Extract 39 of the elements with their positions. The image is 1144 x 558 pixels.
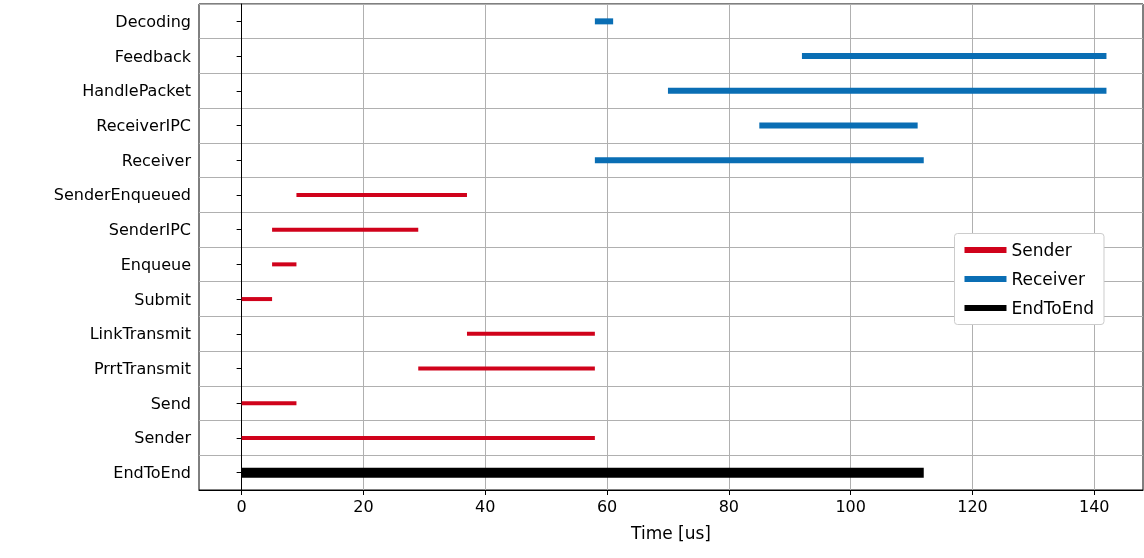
y-tick-label: LinkTransmit bbox=[89, 324, 191, 344]
y-tick-label: EndToEnd bbox=[113, 463, 191, 483]
y-tick-label: Sender bbox=[134, 428, 192, 448]
bar bbox=[801, 53, 1107, 60]
x-tick-label: 0 bbox=[236, 496, 247, 516]
bar bbox=[241, 297, 273, 302]
x-tick-label: 20 bbox=[353, 496, 374, 516]
y-tick-label: ReceiverIPC bbox=[96, 116, 191, 135]
bar bbox=[594, 18, 614, 25]
x-tick-label: 120 bbox=[957, 496, 988, 516]
bar bbox=[296, 192, 467, 197]
y-tick-label: SenderEnqueued bbox=[53, 185, 191, 205]
bar bbox=[272, 227, 419, 232]
x-tick-label: 60 bbox=[596, 496, 618, 516]
y-tick-label: Send bbox=[150, 393, 191, 413]
legend-label: EndToEnd bbox=[1011, 298, 1095, 318]
bar bbox=[272, 262, 297, 267]
y-tick-label: Feedback bbox=[114, 46, 192, 66]
bar bbox=[667, 87, 1107, 94]
legend-label: Sender bbox=[1011, 240, 1072, 260]
y-tick-label: Decoding bbox=[115, 11, 191, 31]
x-tick-label: 100 bbox=[835, 496, 866, 516]
y-tick-label: HandlePacket bbox=[82, 81, 191, 101]
bar bbox=[594, 157, 924, 164]
bar bbox=[418, 366, 595, 371]
x-tick-label: 80 bbox=[718, 496, 740, 516]
bar bbox=[241, 401, 297, 406]
y-tick-label: PrrtTransmit bbox=[93, 359, 191, 378]
x-axis-title: Time [us] bbox=[630, 522, 711, 543]
y-tick-label: Submit bbox=[134, 289, 191, 309]
bar bbox=[241, 435, 595, 440]
y-tick-label: Enqueue bbox=[120, 254, 191, 274]
bar bbox=[466, 331, 595, 336]
legend-label: Receiver bbox=[1011, 269, 1086, 289]
x-tick-label: 40 bbox=[475, 496, 496, 516]
y-tick-label: Receiver bbox=[121, 150, 192, 170]
y-tick-label: SenderIPC bbox=[108, 220, 191, 240]
x-tick-label: 140 bbox=[1079, 496, 1110, 516]
bar bbox=[759, 122, 918, 129]
